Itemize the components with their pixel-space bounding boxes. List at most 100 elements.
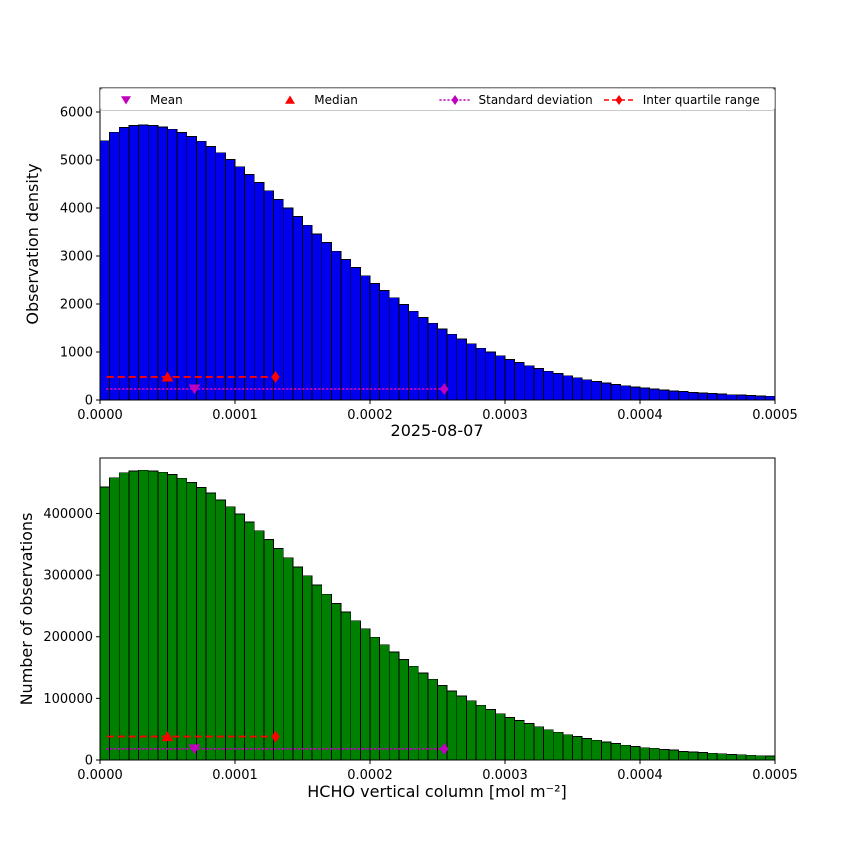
histogram-bar <box>99 140 111 401</box>
histogram-bar <box>707 752 718 761</box>
histogram-bar <box>523 723 535 761</box>
histogram-bar <box>321 593 332 761</box>
histogram-bar <box>311 233 323 401</box>
histogram-bar <box>456 338 467 401</box>
x-tick-label: 0.0001 <box>212 768 258 783</box>
legend: Mean Median Standard deviation Inter quarti… <box>100 88 775 111</box>
histogram-bar <box>263 538 274 761</box>
triangle-down-marker <box>188 384 201 395</box>
histogram-bar <box>736 394 747 401</box>
histogram-bar <box>764 755 776 761</box>
bottom-xlabel: HCHO vertical column [mol m⁻²] <box>307 782 567 801</box>
histogram-bar <box>639 387 651 401</box>
histogram-bar <box>649 388 660 401</box>
histogram-bar <box>581 379 593 401</box>
histogram-bar <box>138 469 149 761</box>
histogram-bar <box>186 482 197 761</box>
observation-density-histogram: 0.0000 0.0001 0.0002 0.0003 0.0004 0.0005 0 100… <box>60 87 798 423</box>
histogram-bar <box>109 477 120 761</box>
diamond-marker <box>615 94 623 105</box>
observation-density-histogram-bars <box>99 124 776 401</box>
triangle-up-icon <box>285 95 296 104</box>
diamond-marker <box>271 730 280 743</box>
y-tick-label: 0 <box>85 394 93 409</box>
histogram-bar <box>572 736 583 761</box>
histogram-bar <box>504 717 516 761</box>
histogram-bar <box>282 207 294 401</box>
histogram-bar <box>388 651 400 761</box>
histogram-bar <box>186 136 197 401</box>
histogram-bar <box>494 713 506 761</box>
histogram-bar <box>726 753 737 761</box>
y-tick-label: 3000 <box>60 250 93 265</box>
histogram-bar <box>359 628 371 761</box>
y-tick-label: 0 <box>85 754 93 769</box>
histogram-bar <box>118 472 130 761</box>
y-tick-label: 300000 <box>43 569 93 584</box>
y-tick-label: 4000 <box>60 202 93 217</box>
number-of-observations-histogram: 0.0000 0.0001 0.0002 0.0003 0.0004 0.0005 0 100… <box>43 457 798 783</box>
histogram-bar <box>446 690 458 761</box>
histogram-bar <box>658 749 670 761</box>
histogram-bar <box>523 365 535 401</box>
histogram-bar <box>591 380 602 401</box>
histogram-bar <box>350 267 361 401</box>
histogram-bar <box>359 275 371 401</box>
histogram-bar <box>427 678 438 761</box>
histogram-bar <box>234 166 246 401</box>
histogram-bar <box>581 738 593 761</box>
histogram-bar <box>552 373 564 401</box>
histogram-bar <box>369 282 381 401</box>
triangle-up-marker <box>161 371 174 382</box>
y-tick-label: 400000 <box>43 507 93 522</box>
histogram-bar <box>466 343 477 401</box>
histogram-bar <box>678 391 689 401</box>
histogram-bar <box>398 659 409 761</box>
histogram-bar <box>697 752 708 761</box>
x-tick-label: 0.0002 <box>347 768 393 783</box>
histogram-bar <box>601 382 612 401</box>
histogram-bar <box>629 386 641 401</box>
diamond-marker <box>440 742 449 755</box>
histogram-bar <box>331 250 342 401</box>
triangle-down-marker <box>121 95 131 104</box>
histogram-bar <box>215 499 226 761</box>
histogram-bar <box>417 672 429 761</box>
histogram-bar <box>620 385 631 401</box>
histogram-bar <box>639 747 651 761</box>
histogram-bar <box>687 391 699 401</box>
histogram-bar <box>716 753 728 761</box>
histogram-bar <box>736 754 747 761</box>
histogram-bar <box>601 741 612 761</box>
histogram-bar <box>678 750 689 761</box>
histogram-bar <box>697 392 708 401</box>
histogram-bar <box>755 395 766 401</box>
histogram-bar <box>485 709 496 761</box>
legend-item-mean: Mean <box>109 93 273 107</box>
histogram-bar <box>311 584 323 761</box>
histogram-bar <box>572 377 583 401</box>
histogram-bar <box>350 620 361 761</box>
legend-item-standard-deviation: Standard deviation <box>438 93 602 107</box>
histogram-bar <box>475 347 487 401</box>
histogram-bar <box>147 470 159 761</box>
diamond-marker <box>271 370 280 383</box>
histogram-bar <box>591 739 602 761</box>
histogram-bar <box>620 744 631 761</box>
histogram-bar <box>668 390 679 401</box>
histogram-bar <box>99 486 111 761</box>
x-tick-label: 0.0000 <box>77 408 123 423</box>
histogram-bar <box>408 310 419 401</box>
histogram-bar <box>331 603 342 761</box>
histogram-bar <box>514 720 525 761</box>
y-tick-label: 100000 <box>43 692 93 707</box>
top-ylabel: Observation density <box>23 163 42 325</box>
histogram-bar <box>196 140 207 401</box>
x-tick-label: 0.0001 <box>212 408 258 423</box>
histogram-bar <box>244 173 255 401</box>
histogram-bar <box>745 395 757 401</box>
histogram-bar <box>543 370 554 401</box>
x-tick-label: 0.0000 <box>77 768 123 783</box>
bottom-ylabel: Number of observations <box>17 512 36 706</box>
